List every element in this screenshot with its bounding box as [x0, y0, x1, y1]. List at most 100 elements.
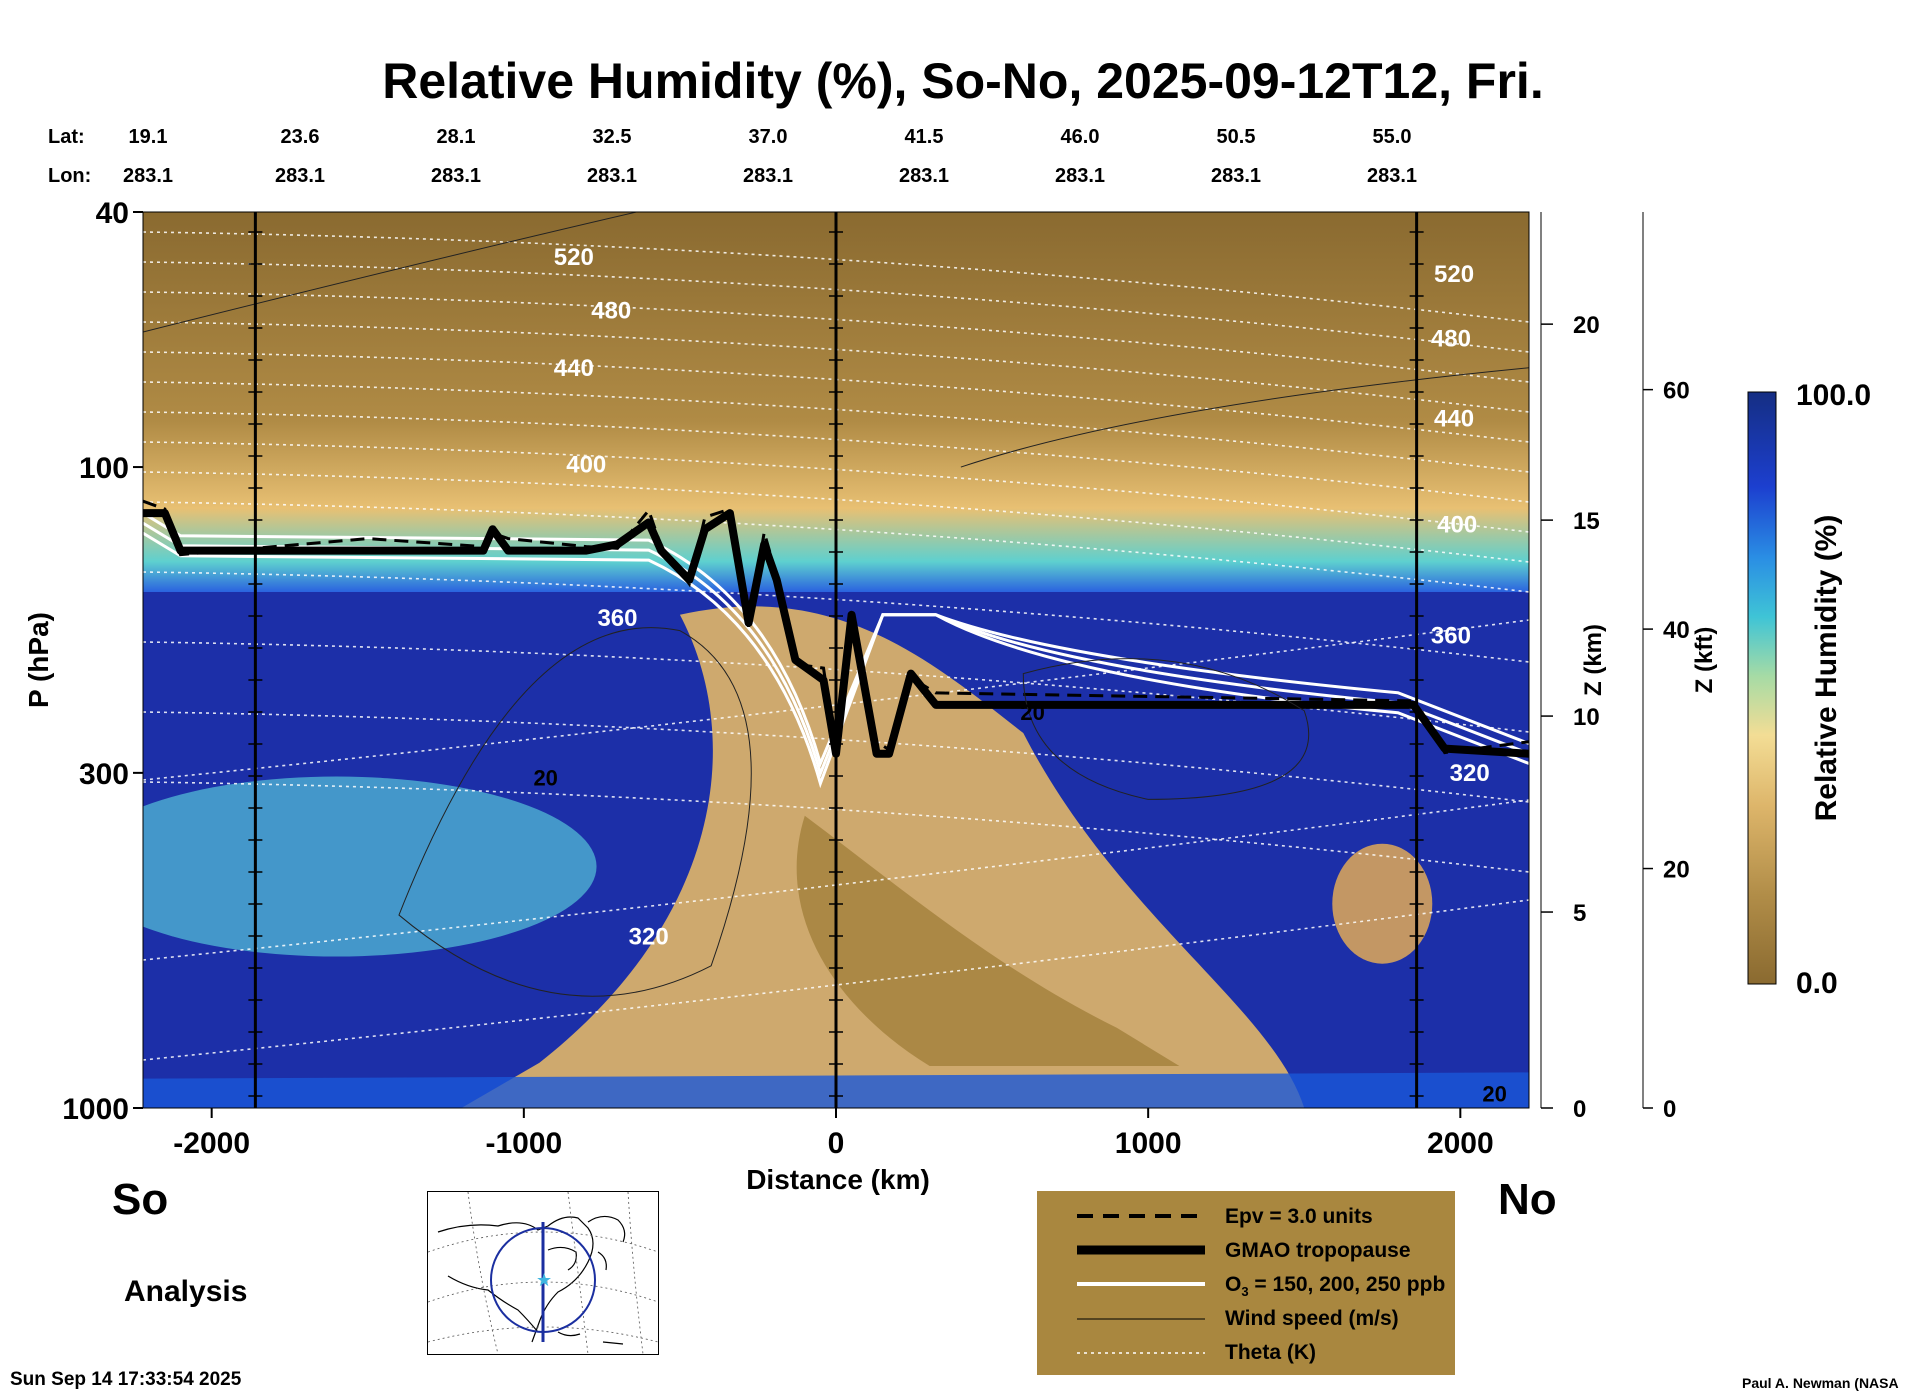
lon-value: 283.1 — [586, 165, 638, 187]
legend: Epv = 3.0 units GMAO tropopause O3 = 150… — [1037, 1191, 1455, 1375]
moist-patch — [143, 776, 597, 957]
x-tick-label: 1000 — [1115, 1127, 1182, 1160]
legend-label-tropopause: GMAO tropopause — [1225, 1239, 1411, 1262]
theta-label: 480 — [1431, 325, 1471, 352]
humidity-field — [143, 212, 1529, 1108]
legend-item-epv: Epv = 3.0 units — [1037, 1199, 1455, 1233]
x-tick-label: 2000 — [1427, 1127, 1494, 1160]
y-tick-label: 100 — [79, 452, 129, 485]
z-kft-tick-label: 0 — [1663, 1096, 1676, 1123]
theta-label: 440 — [554, 355, 594, 382]
o3-sub: 3 — [1241, 1284, 1249, 1300]
chart-title: Relative Humidity (%), So-No, 2025-09-12… — [382, 53, 1544, 109]
wind-label: 20 — [533, 765, 557, 790]
lat-value: 46.0 — [1060, 126, 1100, 148]
z-kft-tick-label: 20 — [1663, 857, 1690, 884]
inset-map: ★ — [427, 1191, 659, 1355]
credit: Paul A. Newman (NASA — [1742, 1375, 1899, 1391]
wind-contour — [143, 212, 639, 333]
colorbar-gradient — [1747, 391, 1777, 985]
x-tick-label: -1000 — [485, 1127, 562, 1160]
lat-value: 37.0 — [748, 126, 788, 148]
z-km-tick-label: 20 — [1573, 312, 1600, 339]
y-axis-label: P (hPa) — [23, 612, 54, 708]
lat-value: 41.5 — [904, 126, 944, 148]
wind-contour — [398, 627, 752, 997]
y-tick-label: 1000 — [62, 1093, 129, 1126]
theta-label: 520 — [1434, 261, 1474, 288]
z-kft-tick-label: 40 — [1663, 617, 1690, 644]
lon-value: 283.1 — [742, 165, 794, 187]
theta-label: 320 — [629, 923, 669, 950]
wind-label: 20 — [1482, 1082, 1506, 1107]
analysis-label: Analysis — [124, 1275, 248, 1308]
o3-rest: = 150, 200, 250 ppb — [1248, 1273, 1446, 1296]
legend-label-o3: O3 = 150, 200, 250 ppb — [1225, 1273, 1445, 1299]
lat-value: 32.5 — [592, 126, 632, 148]
theta-label: 360 — [1431, 622, 1471, 649]
theta-label: 400 — [1437, 512, 1477, 539]
colorbar: 100.0 0.0 Relative Humidity (%) — [1747, 379, 1871, 1000]
z-km-tick-label: 5 — [1573, 900, 1586, 927]
x-tick-label: 0 — [828, 1127, 845, 1160]
theta-line-icon — [1077, 1352, 1205, 1354]
lat-value: 55.0 — [1372, 126, 1412, 148]
z-km-axis-label: Z (km) — [1580, 624, 1607, 696]
colorbar-max-label: 100.0 — [1796, 379, 1871, 412]
legend-item-tropopause: GMAO tropopause — [1037, 1233, 1455, 1267]
theta-label: 360 — [597, 605, 637, 632]
center-star-icon: ★ — [536, 1270, 552, 1291]
dry-patch — [1332, 843, 1433, 964]
tropopause-line-icon — [1077, 1245, 1205, 1255]
north-label: No — [1498, 1175, 1557, 1224]
z-kft-axis-label: Z (kft) — [1691, 627, 1718, 694]
theta-label: 440 — [1434, 406, 1474, 433]
timestamp: Sun Sep 14 17:33:54 2025 — [10, 1369, 242, 1390]
legend-label-epv: Epv = 3.0 units — [1225, 1205, 1373, 1228]
colorbar-label: Relative Humidity (%) — [1810, 515, 1843, 822]
ozone-contour — [143, 531, 1529, 789]
lat-value: 50.5 — [1216, 126, 1256, 148]
theta-label: 320 — [1450, 760, 1490, 787]
theta-label: 520 — [554, 244, 594, 271]
south-label: So — [112, 1175, 169, 1224]
wind-contour — [960, 367, 1529, 468]
wind-line-icon — [1077, 1318, 1205, 1320]
lat-label: Lat: — [48, 126, 85, 148]
lat-value: 23.6 — [280, 126, 320, 148]
wind-label: 20 — [1020, 700, 1044, 725]
colorbar-min-label: 0.0 — [1796, 967, 1838, 1000]
epv-line-icon — [1077, 1214, 1205, 1218]
lon-value: 283.1 — [122, 165, 174, 187]
epv-line — [143, 499, 1529, 755]
z-km-tick-label: 15 — [1573, 508, 1600, 535]
z-km-tick-label: 10 — [1573, 704, 1600, 731]
lon-value: 283.1 — [1054, 165, 1106, 187]
legend-label-wind: Wind speed (m/s) — [1225, 1307, 1399, 1330]
very-dry-core — [796, 815, 1180, 1067]
lat-value: 19.1 — [128, 126, 168, 148]
lon-value: 283.1 — [1366, 165, 1418, 187]
theta-label: 480 — [591, 298, 631, 325]
z-km-tick-label: 0 — [1573, 1096, 1586, 1123]
lon-value: 283.1 — [1210, 165, 1262, 187]
x-tick-label: -2000 — [173, 1127, 250, 1160]
legend-item-o3: O3 = 150, 200, 250 ppb — [1037, 1267, 1455, 1301]
o3-line-icon — [1077, 1282, 1205, 1286]
inset-map-graphic: ★ — [428, 1192, 658, 1354]
o3-main: O — [1225, 1273, 1242, 1296]
legend-label-theta: Theta (K) — [1225, 1341, 1316, 1364]
lon-value: 283.1 — [274, 165, 326, 187]
lon-value: 283.1 — [898, 165, 950, 187]
legend-item-theta: Theta (K) — [1037, 1335, 1455, 1369]
y-tick-label: 300 — [79, 758, 129, 791]
y-tick-label: 40 — [96, 197, 129, 230]
theta-label: 400 — [566, 451, 606, 478]
lat-value: 28.1 — [436, 126, 476, 148]
lon-value: 283.1 — [430, 165, 482, 187]
z-kft-tick-label: 60 — [1663, 378, 1690, 405]
wind-contour — [1022, 658, 1310, 800]
lon-label: Lon: — [48, 165, 92, 187]
